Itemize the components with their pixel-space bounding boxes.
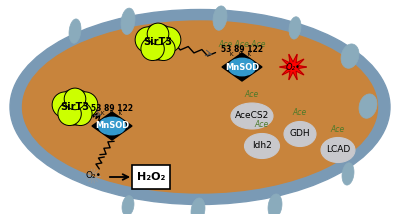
Polygon shape (69, 19, 81, 43)
Polygon shape (92, 112, 132, 140)
Polygon shape (280, 54, 306, 80)
Ellipse shape (321, 138, 355, 162)
Text: AceCS2: AceCS2 (235, 111, 269, 120)
Text: GDH: GDH (290, 129, 310, 138)
Circle shape (64, 88, 86, 110)
Ellipse shape (10, 9, 390, 205)
Circle shape (155, 27, 181, 53)
Circle shape (52, 92, 78, 118)
Text: SirT3: SirT3 (144, 37, 172, 47)
Ellipse shape (98, 117, 126, 135)
Polygon shape (121, 8, 135, 34)
Polygon shape (342, 163, 354, 185)
Text: SirT3: SirT3 (60, 102, 90, 112)
Ellipse shape (284, 122, 316, 147)
Polygon shape (341, 44, 359, 68)
Polygon shape (359, 94, 377, 118)
Circle shape (72, 92, 98, 118)
Circle shape (58, 102, 81, 126)
Text: Idh2: Idh2 (252, 141, 272, 150)
Text: Ace: Ace (331, 125, 345, 134)
Circle shape (57, 89, 93, 125)
Circle shape (69, 102, 92, 126)
Polygon shape (122, 196, 134, 214)
Ellipse shape (244, 134, 280, 159)
Circle shape (135, 27, 161, 53)
Circle shape (140, 24, 176, 60)
Circle shape (147, 23, 169, 45)
Text: MnSOD: MnSOD (95, 122, 129, 131)
Circle shape (152, 37, 175, 61)
Ellipse shape (22, 21, 378, 193)
Text: O₂•: O₂• (85, 171, 101, 180)
Polygon shape (213, 6, 227, 30)
Text: Ace: Ace (245, 90, 259, 99)
Text: H₂O₂: H₂O₂ (137, 172, 165, 182)
Text: Ace: Ace (255, 120, 269, 129)
Text: O₂•: O₂• (286, 62, 300, 71)
Circle shape (141, 37, 164, 61)
Ellipse shape (228, 58, 256, 76)
Text: 53 89 122: 53 89 122 (221, 45, 263, 54)
Text: Ace Ace Ace: Ace Ace Ace (218, 40, 266, 49)
Text: LCAD: LCAD (326, 146, 350, 155)
Text: Ace: Ace (293, 108, 307, 117)
Polygon shape (289, 17, 301, 39)
Polygon shape (268, 194, 282, 214)
Polygon shape (222, 53, 262, 81)
FancyBboxPatch shape (132, 165, 170, 189)
Polygon shape (191, 198, 205, 214)
Text: K   K   K: K K K (230, 52, 252, 58)
Ellipse shape (231, 103, 273, 129)
Text: MnSOD: MnSOD (225, 62, 259, 71)
Text: 53 89 122: 53 89 122 (91, 104, 133, 113)
Text: K   K   K: K K K (100, 111, 122, 116)
